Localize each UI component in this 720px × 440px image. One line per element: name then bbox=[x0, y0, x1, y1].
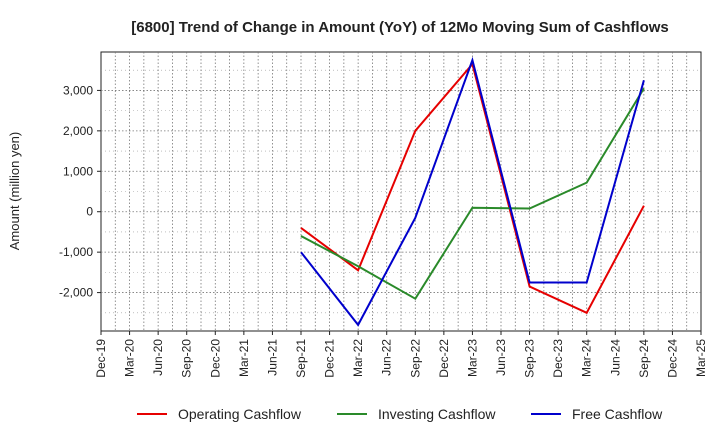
chart-title: [6800] Trend of Change in Amount (YoY) o… bbox=[131, 19, 669, 36]
x-axis: Dec-19 Mar-20 Jun-20 Sep-20 Dec-20 Mar-21 Jun-… bbox=[94, 331, 708, 378]
x-tick-label: Dec-23 bbox=[551, 339, 565, 378]
x-tick-label: Mar-21 bbox=[237, 339, 251, 377]
legend-label-operating-cashflow: Operating Cashflow bbox=[178, 406, 302, 422]
series bbox=[300, 56, 645, 327]
x-tick-label: Dec-19 bbox=[94, 339, 108, 378]
legend: Operating Cashflow Investing Cashflow Free… bbox=[137, 406, 663, 422]
y-tick-label: 1,000 bbox=[63, 164, 93, 178]
legend-label-investing-cashflow: Investing Cashflow bbox=[378, 406, 496, 422]
legend-label-free-cashflow: Free Cashflow bbox=[572, 406, 663, 422]
x-tick-label: Jun-21 bbox=[265, 339, 279, 376]
grid bbox=[101, 52, 701, 331]
y-tick-label: 2,000 bbox=[63, 124, 93, 138]
free-cashflow-line bbox=[300, 56, 645, 327]
x-tick-label: Mar-24 bbox=[580, 339, 594, 377]
x-tick-label: Jun-24 bbox=[608, 339, 622, 376]
x-tick-label: Jun-20 bbox=[151, 339, 165, 376]
x-tick-label: Sep-21 bbox=[294, 339, 308, 378]
x-tick-label: Dec-20 bbox=[208, 339, 222, 378]
y-axis-label: Amount (million yen) bbox=[7, 132, 22, 251]
x-tick-label: Dec-24 bbox=[665, 339, 679, 378]
x-tick-label: Sep-24 bbox=[637, 339, 651, 378]
x-tick-label: Mar-25 bbox=[694, 339, 708, 377]
y-tick-label: -2,000 bbox=[59, 286, 93, 300]
y-tick-label: -1,000 bbox=[59, 245, 93, 259]
x-tick-label: Mar-20 bbox=[123, 339, 137, 377]
y-tick-label: 3,000 bbox=[63, 83, 93, 97]
y-axis: -2,000 -1,000 0 1,000 2,000 3,000 bbox=[59, 83, 101, 300]
x-tick-label: Mar-23 bbox=[465, 339, 479, 377]
x-tick-label: Sep-20 bbox=[180, 339, 194, 378]
y-tick-label: 0 bbox=[86, 205, 93, 219]
x-tick-label: Jun-23 bbox=[494, 339, 508, 376]
investing-cashflow-line bbox=[300, 87, 645, 301]
x-tick-label: Dec-22 bbox=[437, 339, 451, 378]
x-tick-label: Sep-23 bbox=[523, 339, 537, 378]
x-tick-label: Sep-22 bbox=[408, 339, 422, 378]
x-tick-label: Mar-22 bbox=[351, 339, 365, 377]
x-tick-label: Dec-21 bbox=[323, 339, 337, 378]
x-tick-label: Jun-22 bbox=[380, 339, 394, 376]
